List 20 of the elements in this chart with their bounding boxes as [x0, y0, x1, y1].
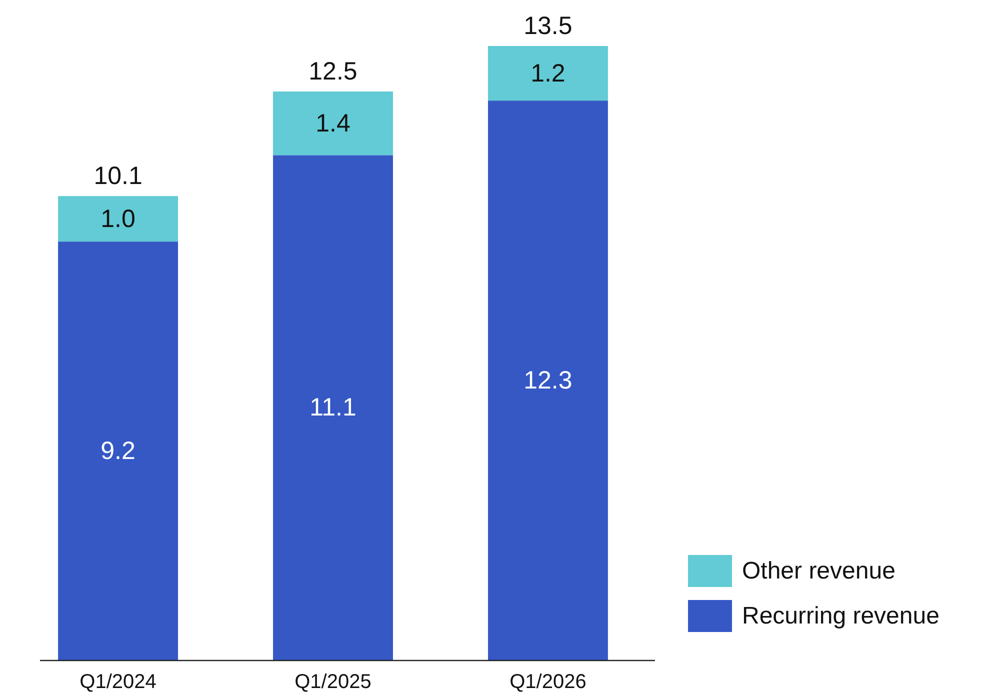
x-tick-label: Q1/2025 [294, 671, 372, 693]
bar [58, 242, 178, 660]
data-label: 1.4 [316, 109, 350, 138]
total-label: 12.5 [308, 57, 358, 86]
bar [488, 46, 608, 101]
data-label: 9.2 [100, 436, 136, 465]
bar [273, 91, 393, 156]
x-tick-label: Q1/2026 [510, 671, 586, 693]
data-label: 1.2 [530, 59, 566, 88]
data-label: 1.0 [100, 204, 136, 233]
total-label: 13.5 [524, 12, 572, 40]
bar [58, 196, 178, 242]
x-tick-label: Q1/2024 [80, 671, 156, 693]
bar [273, 155, 393, 660]
legend-label: Recurring revenue [742, 602, 940, 630]
bar [488, 100, 608, 660]
data-label: 12.3 [524, 366, 572, 394]
legend-label: Other revenue [742, 558, 896, 584]
total-label: 10.1 [94, 162, 142, 190]
data-label: 11.1 [310, 394, 356, 422]
